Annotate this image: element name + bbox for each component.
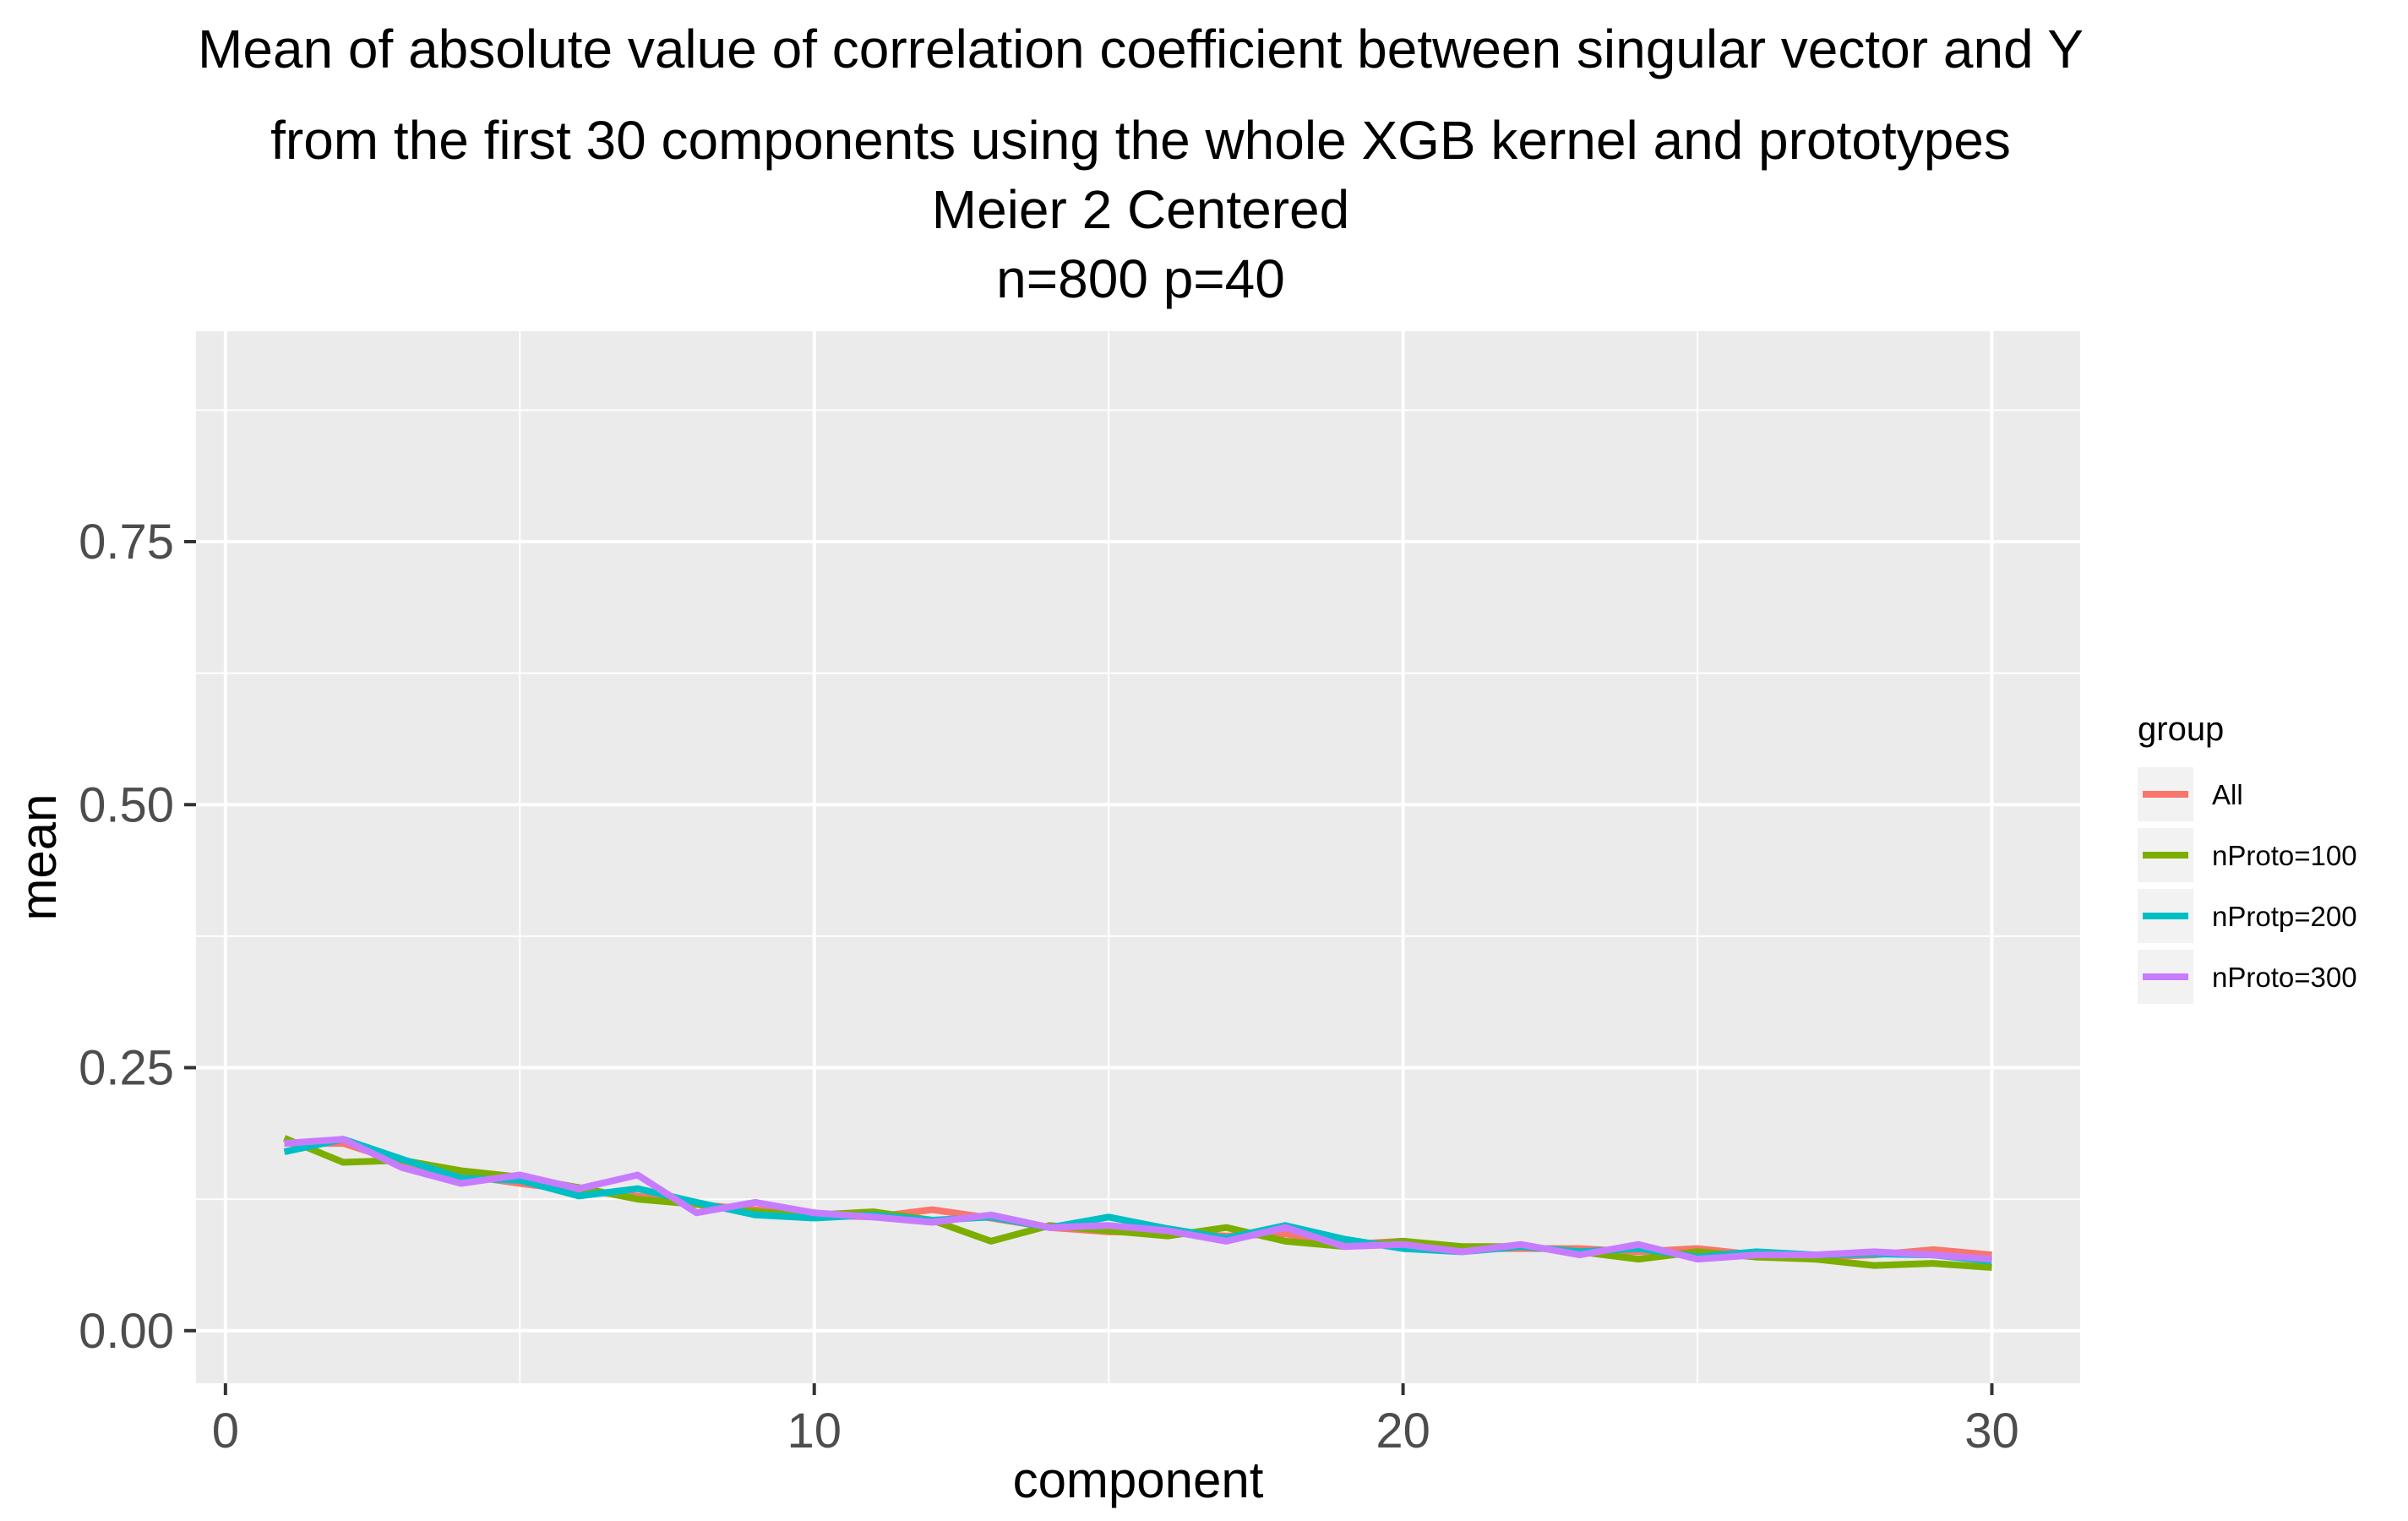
y-axis: 0.00 0.25 0.50 0.75 bbox=[79, 515, 196, 1359]
y-tick-label: 0.00 bbox=[79, 1304, 174, 1359]
legend-label: nProto=100 bbox=[2212, 840, 2357, 871]
x-tick-label: 10 bbox=[787, 1404, 842, 1458]
legend-label: nProto=300 bbox=[2212, 962, 2357, 993]
legend: group All nProto=100 nProtp=200 nProto=300 bbox=[2138, 711, 2357, 1004]
x-tick-label: 20 bbox=[1376, 1404, 1430, 1458]
x-axis-title: component bbox=[1013, 1452, 1264, 1508]
series-lines bbox=[282, 1135, 1992, 1271]
y-tick-label: 0.25 bbox=[79, 1041, 174, 1096]
major-gridlines bbox=[196, 331, 2080, 1383]
minor-gridlines bbox=[196, 331, 2080, 1383]
chart-title-line-2: from the first 30 components using the w… bbox=[270, 110, 2011, 171]
y-tick-label: 0.50 bbox=[79, 777, 174, 832]
plot-panel bbox=[196, 331, 2080, 1383]
legend-label: All bbox=[2212, 779, 2243, 810]
chart-title-line-1: Mean of absolute value of correlation co… bbox=[198, 19, 2084, 79]
x-tick-label: 30 bbox=[1964, 1404, 2019, 1458]
x-axis: 0 10 20 30 bbox=[212, 1383, 2019, 1458]
y-axis-title: mean bbox=[10, 793, 67, 920]
legend-title: group bbox=[2138, 711, 2224, 748]
series-line-nproto-300 bbox=[284, 1136, 1992, 1263]
x-tick-label: 0 bbox=[212, 1404, 239, 1458]
chart-title-line-4: n=800 p=40 bbox=[996, 248, 1285, 309]
legend-label: nProtp=200 bbox=[2212, 901, 2357, 932]
chart-title-line-3: Meier 2 Centered bbox=[931, 179, 1350, 240]
y-tick-label: 0.75 bbox=[79, 515, 174, 570]
